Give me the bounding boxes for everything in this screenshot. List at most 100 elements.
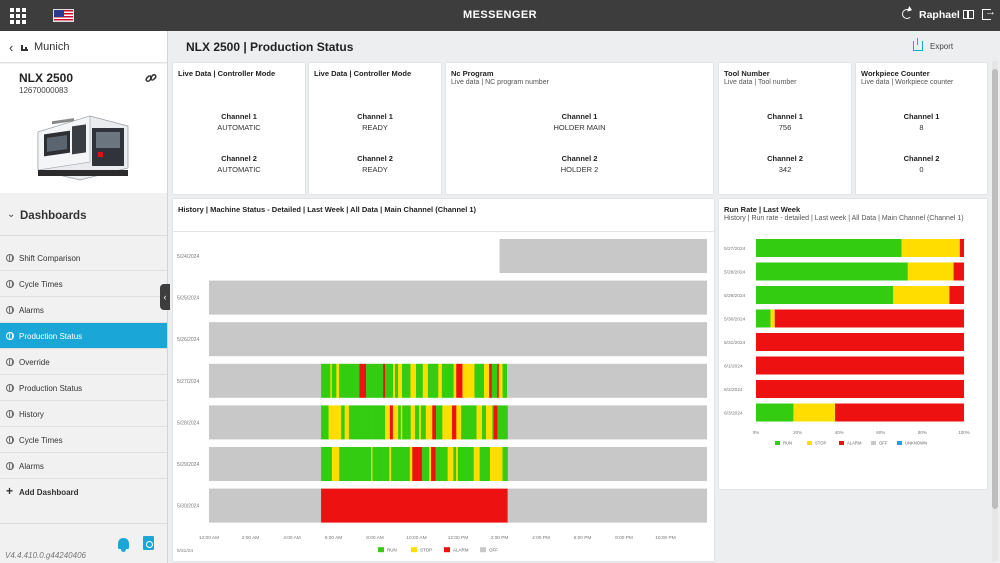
sidebar-item-production-status[interactable]: Production Status xyxy=(0,323,167,349)
chevron-down-icon[interactable]: ⌄ xyxy=(7,209,16,220)
channel-1-value: 8 xyxy=(919,123,924,132)
card-title: Live Data | Controller Mode xyxy=(314,69,412,78)
logout-icon[interactable] xyxy=(982,6,996,20)
channel-2-value: HOLDER 2 xyxy=(560,165,599,174)
x-tick-label: 0% xyxy=(753,430,760,435)
history-timeline-chart: 5/24/2024 5/25/2024 5/26/2024 5/27/2024 5/28… xyxy=(177,239,707,554)
sidebar-item-alarms[interactable]: Alarms xyxy=(0,297,167,323)
timeline-segment xyxy=(488,447,491,481)
timeline-segment xyxy=(461,405,466,440)
sidebar-item-label: Alarms xyxy=(19,306,44,315)
app-grid-icon[interactable] xyxy=(10,8,26,24)
row-label: 5/25/2024 xyxy=(177,296,199,302)
dashboards-section-header[interactable]: ⌄ Dashboards xyxy=(0,198,167,236)
timeline-segment xyxy=(400,405,403,440)
x-tick-label: 12:00 AM xyxy=(199,535,219,541)
card-title: Live Data | Controller Mode xyxy=(178,69,276,78)
sidebar-item-history[interactable]: History xyxy=(0,401,167,427)
bar-segment xyxy=(901,239,960,257)
category-label: 5/27/2024 xyxy=(724,246,746,252)
sidebar-item-cycle-times-2[interactable]: Cycle Times xyxy=(0,427,167,453)
timeline-segment xyxy=(491,363,494,398)
category-label: 5/28/2024 xyxy=(724,270,746,276)
channel-1-value: HOLDER MAIN xyxy=(553,123,606,132)
timeline-segment xyxy=(416,363,419,398)
channel-1-label: Channel 1 xyxy=(221,112,257,121)
timeline-segment xyxy=(456,447,459,481)
timeline-segment xyxy=(438,363,443,398)
legend-label: STOP xyxy=(815,441,827,446)
timeline-segment xyxy=(348,405,356,440)
timeline-segment xyxy=(498,363,503,398)
sidebar-item-override[interactable]: Override xyxy=(0,349,167,375)
timeline-segment xyxy=(467,447,473,481)
category-label: 5/31/2024 xyxy=(724,340,746,346)
timeline-segment xyxy=(419,405,422,440)
book-icon[interactable] xyxy=(963,10,974,19)
timeline-segment xyxy=(453,447,457,481)
timeline-segment xyxy=(324,363,327,398)
dashboards-title: Dashboards xyxy=(20,210,87,222)
timeline-segment xyxy=(471,447,474,481)
timeline-segment xyxy=(382,447,387,481)
timeline-segment xyxy=(405,363,411,398)
bell-icon[interactable] xyxy=(118,538,129,552)
card-subtitle: Live data | Workpiece counter xyxy=(861,79,954,86)
timeline-segment xyxy=(376,447,383,481)
timeline-segment xyxy=(391,447,398,481)
sidebar-item-label: Cycle Times xyxy=(19,280,63,289)
row-label: 5/24/2024 xyxy=(177,254,199,260)
timeline-segment xyxy=(456,405,462,440)
timeline-segment xyxy=(209,363,322,398)
category-label: 5/30/2024 xyxy=(724,317,746,323)
document-icon[interactable] xyxy=(143,536,154,550)
timeline-segment xyxy=(344,405,350,440)
sidebar-item-shift-comparison[interactable]: Shift Comparison xyxy=(0,245,167,271)
sidebar-collapse-handle[interactable]: ‹ xyxy=(160,284,170,310)
timeline-segment xyxy=(418,447,423,481)
timeline-segment xyxy=(486,405,493,440)
scrollbar-thumb[interactable] xyxy=(992,69,998,509)
location-row[interactable]: ‹ Munich xyxy=(0,31,167,63)
app-title: MESSENGER xyxy=(463,9,537,21)
us-flag-icon[interactable] xyxy=(53,9,74,22)
timeline-segment xyxy=(502,447,507,481)
link-icon[interactable] xyxy=(145,72,157,84)
row-label: 5/30/2024 xyxy=(177,504,199,510)
bar-segment xyxy=(756,356,964,375)
bar-segment xyxy=(756,286,894,304)
category-label: 6/2/2024 xyxy=(724,387,743,393)
globe-icon xyxy=(6,384,14,392)
main-scrollbar[interactable] xyxy=(992,61,998,561)
timeline-segment xyxy=(366,363,369,398)
timeline-segment xyxy=(481,405,487,440)
x-tick-label: 2:00 PM xyxy=(491,535,509,541)
timeline-segment xyxy=(429,447,432,481)
timeline-segment xyxy=(407,405,412,440)
timeline-segment xyxy=(321,405,328,440)
refresh-icon[interactable] xyxy=(902,9,912,19)
timeline-segment xyxy=(507,363,509,398)
timeline-segment xyxy=(448,363,454,398)
username[interactable]: Raphael xyxy=(919,9,960,21)
sidebar-item-cycle-times[interactable]: Cycle Times xyxy=(0,271,167,297)
timeline-segment xyxy=(497,363,500,398)
back-chevron-icon[interactable]: ‹ xyxy=(9,40,14,55)
timeline-segment xyxy=(410,405,416,440)
machine-image xyxy=(37,115,129,181)
channel-1-value: 756 xyxy=(778,123,792,132)
timeline-segment xyxy=(361,405,364,440)
timeline-segment xyxy=(507,405,509,440)
legend-label: STOP xyxy=(420,548,432,553)
legend-swatch xyxy=(871,441,876,445)
legend-swatch xyxy=(775,441,780,445)
timeline-segment xyxy=(493,447,500,481)
sidebar-item-production-status-2[interactable]: Production Status xyxy=(0,375,167,401)
channel-2-value: 0 xyxy=(919,165,924,174)
category-label: 6/3/2024 xyxy=(724,411,743,417)
timeline-segment xyxy=(394,363,399,398)
timeline-segment xyxy=(343,447,351,481)
add-dashboard-button[interactable]: + Add Dashboard xyxy=(0,479,167,505)
sidebar-item-alarms-2[interactable]: Alarms xyxy=(0,453,167,479)
sidebar-item-label: Shift Comparison xyxy=(19,254,81,263)
